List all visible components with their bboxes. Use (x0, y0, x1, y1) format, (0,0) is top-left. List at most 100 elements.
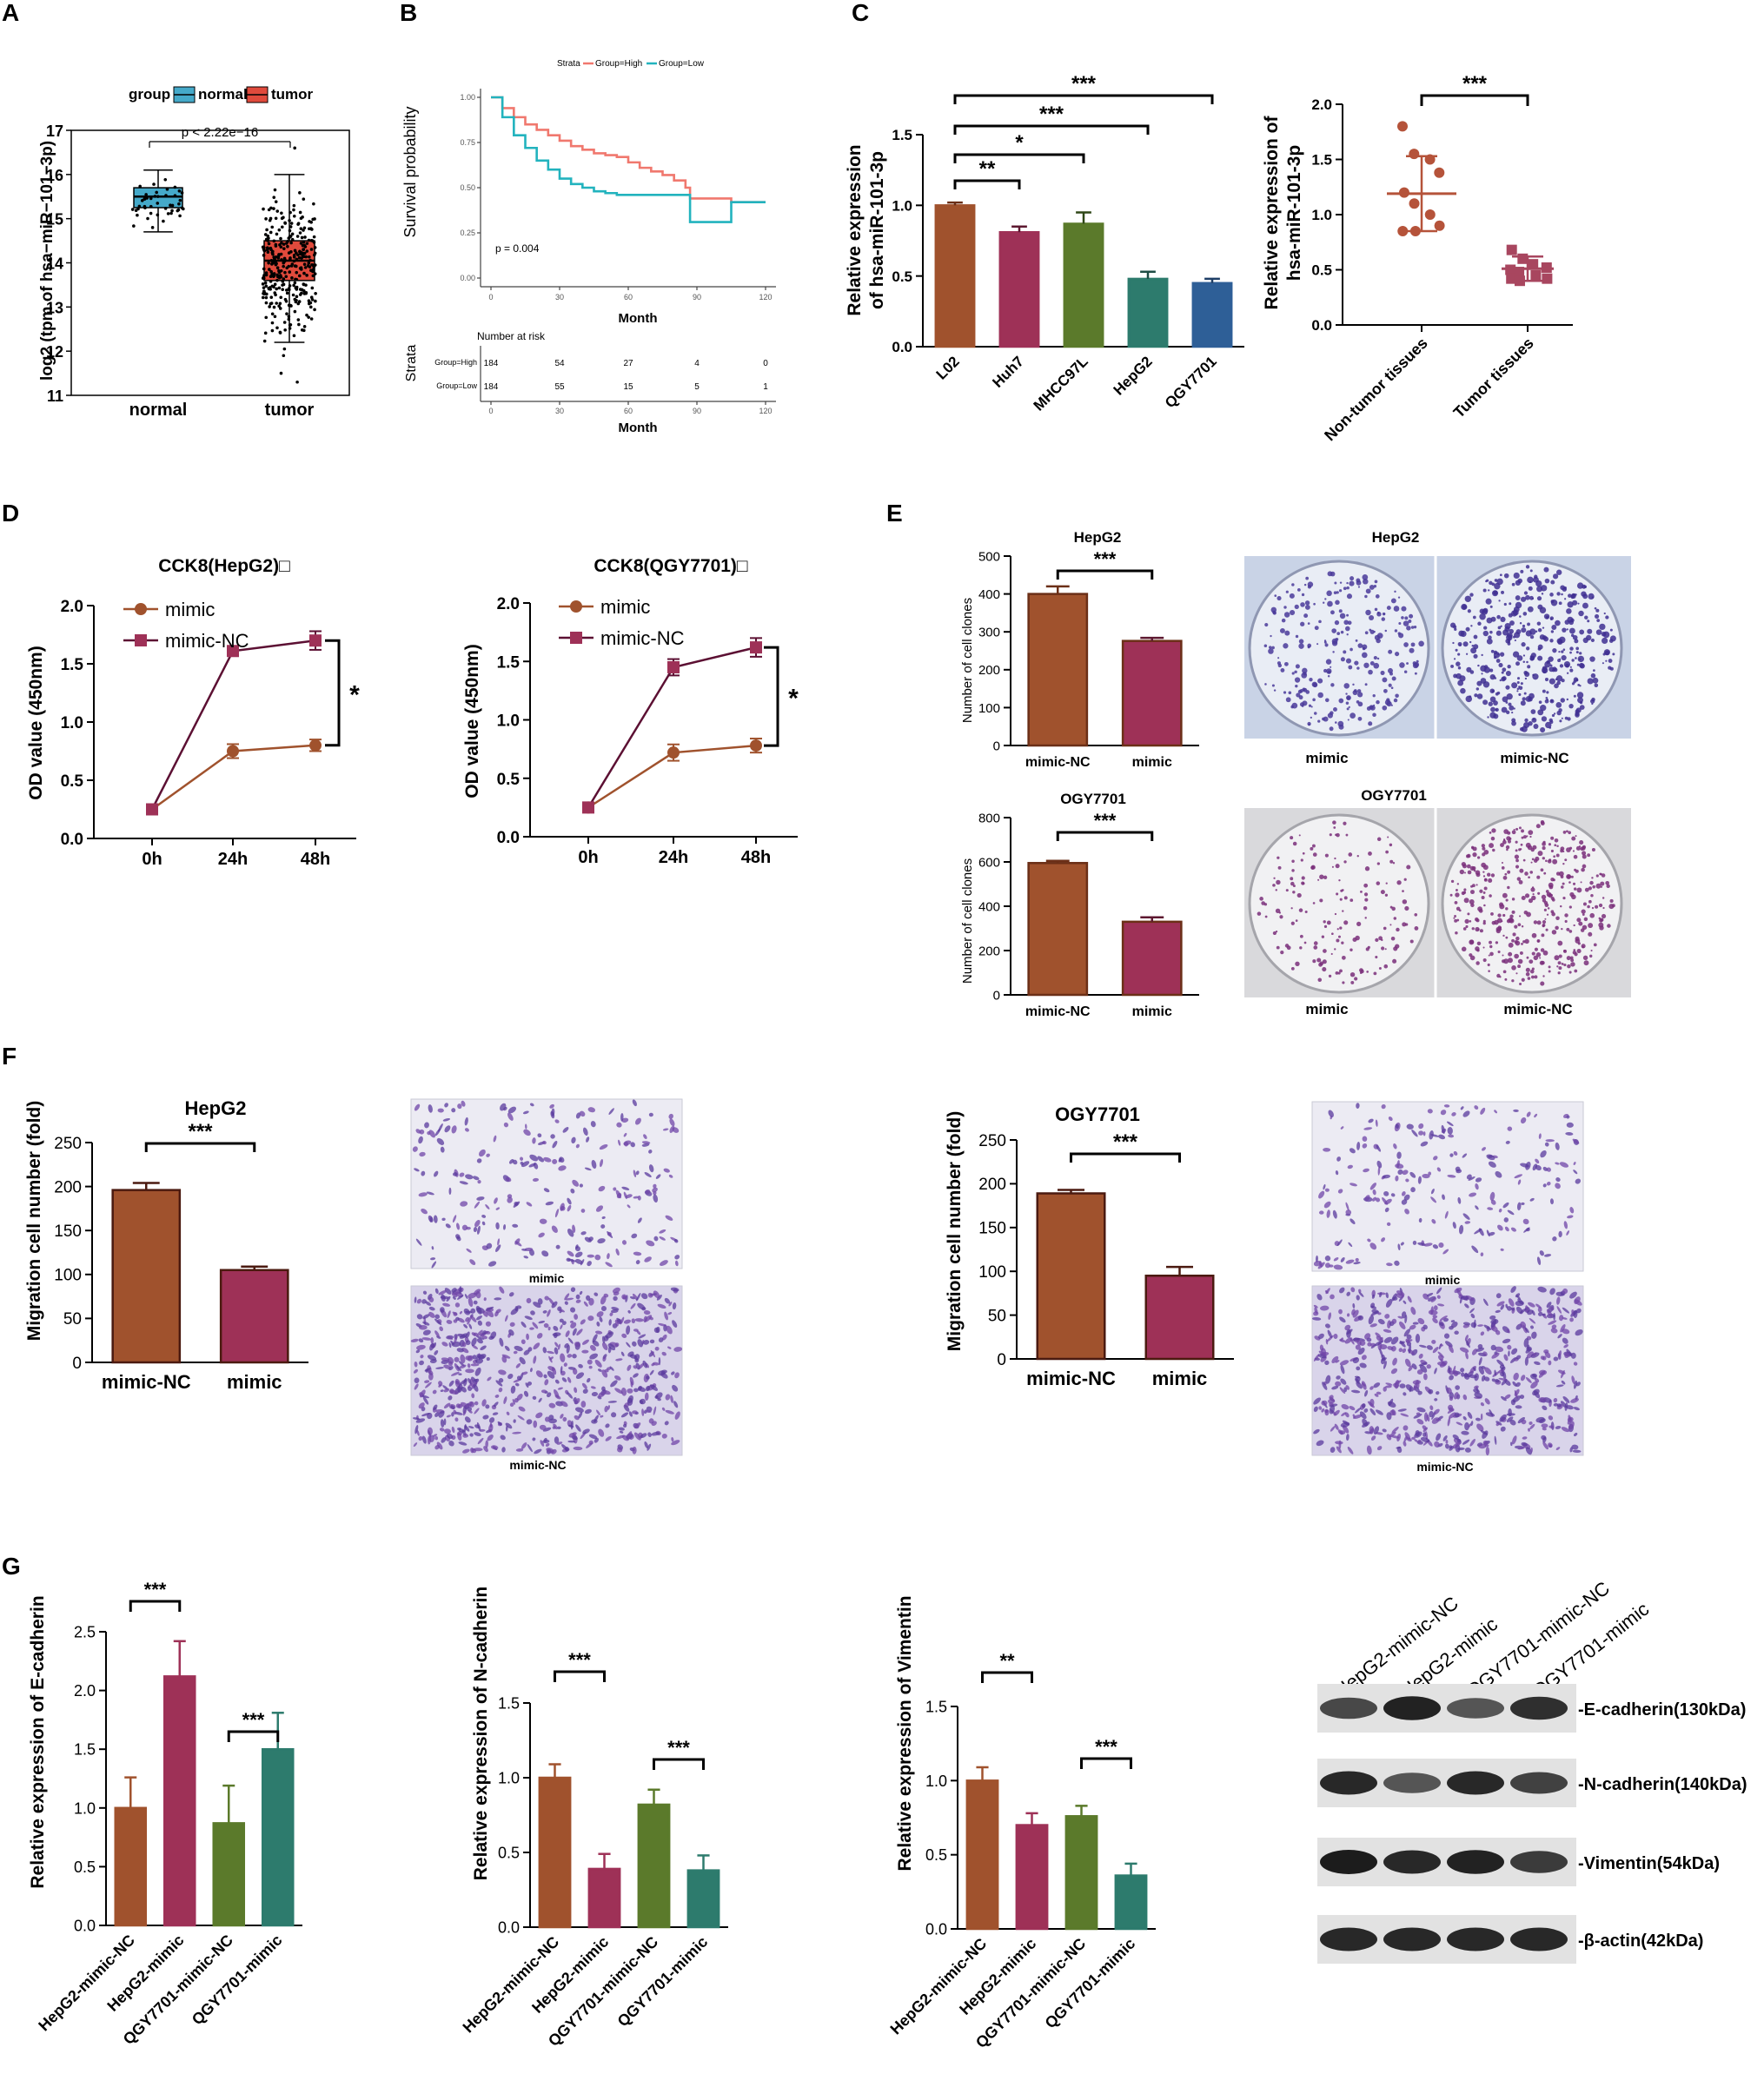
cell (473, 1300, 478, 1305)
cell (1431, 1219, 1436, 1224)
y-tick-label: 1.00 (460, 93, 475, 102)
cell (1515, 1300, 1524, 1307)
cell (1535, 1303, 1542, 1309)
cell (1439, 1343, 1443, 1347)
cell (1484, 1398, 1490, 1405)
colony (1481, 895, 1485, 900)
cell (418, 1338, 424, 1343)
cell (1366, 1445, 1372, 1455)
cell (1363, 1127, 1373, 1130)
cell (475, 1358, 484, 1364)
colony (1503, 573, 1509, 579)
data-point (282, 242, 286, 246)
cell (483, 1446, 488, 1453)
colony (1398, 633, 1404, 639)
colony (1542, 669, 1547, 674)
colony (1355, 639, 1358, 642)
colony (1527, 665, 1531, 669)
colony (1381, 617, 1386, 621)
colony (1335, 637, 1339, 641)
y-tick-label: 600 (978, 855, 1000, 870)
cell (596, 1322, 600, 1327)
data-point (182, 207, 185, 211)
colony (1518, 879, 1523, 885)
y-tick-label: 1.5 (925, 1698, 947, 1715)
y-tick-label: 0 (997, 1351, 1006, 1369)
cell (1449, 1375, 1454, 1381)
colony (1516, 655, 1523, 661)
data-point (261, 295, 265, 300)
cell (591, 1392, 599, 1397)
cell (1525, 1376, 1532, 1383)
cell (493, 1401, 499, 1408)
cell (430, 1337, 434, 1344)
colony (1489, 940, 1492, 944)
cell (587, 1107, 596, 1113)
colony (1346, 581, 1349, 585)
cell (1412, 1240, 1417, 1245)
cell (1354, 1375, 1360, 1379)
colony (1537, 891, 1541, 895)
colony (1308, 704, 1312, 707)
colony (1524, 893, 1530, 898)
cell (1558, 1350, 1562, 1358)
cell (1480, 1413, 1483, 1421)
colony (1384, 629, 1388, 633)
data-point (264, 217, 268, 221)
colony (1534, 947, 1538, 951)
colony (1364, 917, 1367, 919)
y-tick-label: 100 (54, 1267, 82, 1285)
cell (607, 1401, 618, 1403)
cell (605, 1262, 613, 1268)
cell (1497, 1224, 1503, 1231)
colony (1563, 950, 1566, 952)
cell (1340, 1126, 1344, 1130)
colony (1386, 698, 1390, 702)
cell (1538, 1133, 1542, 1139)
cell (1428, 1388, 1434, 1395)
colony (1461, 946, 1467, 952)
cell (1436, 1433, 1442, 1441)
y-tick-label: 1.5 (497, 653, 521, 672)
colony (1385, 882, 1388, 885)
cell (1469, 1439, 1476, 1447)
cell (1538, 1396, 1547, 1403)
risk-x-tick-label: 0 (488, 407, 493, 415)
data-point (169, 203, 172, 208)
colony (1363, 906, 1368, 911)
colony (1376, 633, 1383, 639)
cell (1510, 1307, 1515, 1311)
cell (412, 1146, 418, 1152)
colony (1489, 832, 1492, 834)
cell (567, 1228, 574, 1237)
data-point (262, 267, 266, 271)
cell (588, 1297, 594, 1306)
cell (1548, 1360, 1552, 1366)
data-point (275, 275, 280, 279)
colony (1334, 620, 1340, 626)
data-point (287, 315, 291, 319)
cell (539, 1424, 547, 1430)
cell (597, 1238, 606, 1244)
cell (1573, 1380, 1578, 1389)
panel-e-hepg2-img-label-nc: mimic-NC (1500, 750, 1568, 766)
cell (1562, 1307, 1570, 1314)
cell (457, 1317, 465, 1323)
colony (1502, 913, 1506, 918)
cell (1376, 1144, 1382, 1152)
colony (1564, 858, 1568, 862)
colony (1272, 610, 1277, 614)
cell (561, 1377, 567, 1382)
cell (1328, 1110, 1334, 1117)
cell (1524, 1356, 1529, 1366)
cell (1573, 1162, 1576, 1166)
cell (521, 1322, 527, 1328)
cell (673, 1401, 679, 1408)
cell (1531, 1331, 1537, 1339)
bar (998, 230, 1040, 348)
cell (550, 1134, 555, 1139)
significance-bracket (953, 153, 1085, 163)
data-point (312, 235, 316, 239)
cell (648, 1112, 653, 1117)
cell (1347, 1164, 1353, 1170)
